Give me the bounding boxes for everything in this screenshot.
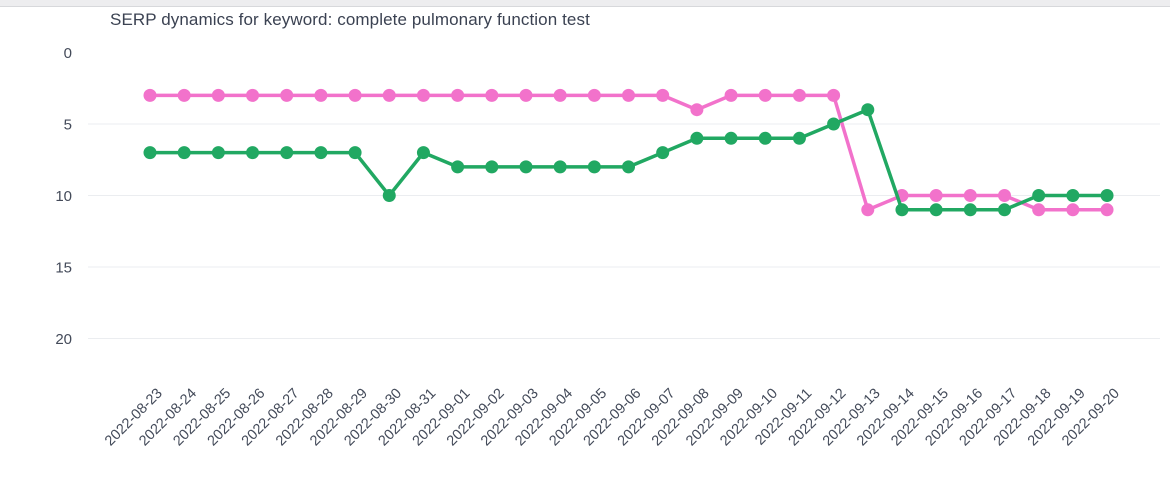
green-data-point[interactable] — [690, 131, 704, 145]
pink-data-point[interactable] — [485, 88, 499, 102]
green-data-point[interactable] — [929, 203, 943, 217]
green-data-point[interactable] — [280, 146, 294, 160]
pink-data-point[interactable] — [451, 88, 465, 102]
green-data-point[interactable] — [1066, 189, 1080, 202]
green-data-point[interactable] — [895, 203, 909, 217]
green-data-point[interactable] — [622, 160, 636, 174]
green-data-point[interactable] — [861, 103, 875, 117]
pink-data-point[interactable] — [519, 88, 533, 102]
y-axis-tick-label: 15 — [55, 260, 72, 277]
pink-data-point[interactable] — [553, 88, 567, 102]
pink-data-point[interactable] — [792, 88, 806, 102]
pink-data-point[interactable] — [143, 88, 157, 102]
green-data-point[interactable] — [177, 146, 191, 160]
pink-data-point[interactable] — [963, 189, 977, 202]
green-data-point[interactable] — [553, 160, 567, 174]
green-data-point[interactable] — [998, 203, 1011, 217]
pink-data-point[interactable] — [246, 88, 260, 102]
pink-data-point[interactable] — [929, 189, 943, 202]
green-data-point[interactable] — [382, 189, 396, 202]
y-axis-tick-label: 20 — [55, 331, 72, 348]
pink-data-point[interactable] — [382, 88, 396, 102]
pink-data-point[interactable] — [690, 103, 704, 117]
green-data-point[interactable] — [1100, 189, 1114, 202]
pink-data-point[interactable] — [724, 88, 738, 102]
pink-data-point[interactable] — [861, 203, 875, 217]
pink-data-point[interactable] — [622, 88, 636, 102]
pink-data-point[interactable] — [177, 88, 191, 102]
green-data-point[interactable] — [724, 131, 738, 145]
pink-data-point[interactable] — [998, 189, 1011, 202]
green-data-point[interactable] — [451, 160, 465, 174]
y-axis-tick-label: 0 — [64, 45, 72, 62]
pink-data-point[interactable] — [758, 88, 772, 102]
green-data-point[interactable] — [416, 146, 430, 160]
green-data-point[interactable] — [656, 146, 670, 160]
pink-data-point[interactable] — [416, 88, 430, 102]
pink-data-point[interactable] — [348, 88, 362, 102]
pink-data-point[interactable] — [314, 88, 328, 102]
green-data-point[interactable] — [143, 146, 157, 160]
pink-data-point[interactable] — [280, 88, 294, 102]
green-data-point[interactable] — [792, 131, 806, 145]
pink-data-point[interactable] — [1066, 203, 1080, 217]
pink-data-point[interactable] — [1032, 203, 1046, 217]
green-data-point[interactable] — [211, 146, 225, 160]
pink-data-point[interactable] — [211, 88, 225, 102]
horizontal-scrollbar-track[interactable] — [0, 0, 1170, 7]
green-data-point[interactable] — [485, 160, 499, 174]
green-data-point[interactable] — [1032, 189, 1046, 202]
green-data-point[interactable] — [587, 160, 601, 174]
pink-data-point[interactable] — [827, 88, 841, 102]
green-data-point[interactable] — [246, 146, 260, 160]
green-data-point[interactable] — [314, 146, 328, 160]
y-axis-tick-label: 10 — [55, 188, 72, 205]
pink-data-point[interactable] — [1100, 203, 1114, 217]
green-data-point[interactable] — [519, 160, 533, 174]
green-data-point[interactable] — [963, 203, 977, 217]
green-data-point[interactable] — [758, 131, 772, 145]
y-axis-tick-label: 5 — [64, 117, 72, 134]
pink-data-point[interactable] — [587, 88, 601, 102]
green-data-point[interactable] — [827, 117, 841, 131]
pink-data-point[interactable] — [656, 88, 670, 102]
green-data-point[interactable] — [348, 146, 362, 160]
chart-title: SERP dynamics for keyword: complete pulm… — [110, 10, 590, 29]
